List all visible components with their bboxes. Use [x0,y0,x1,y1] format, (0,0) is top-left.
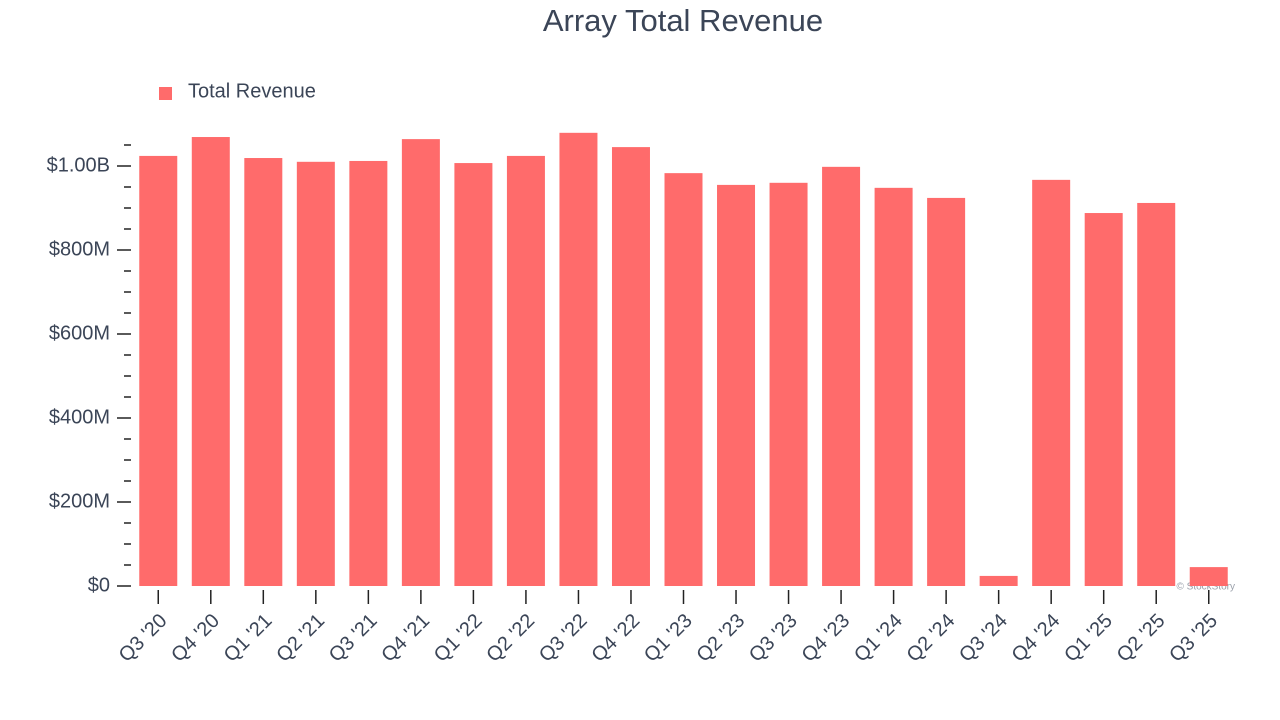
x-tick-label: Q1 '22 [430,610,487,667]
x-tick-label: Q3 '24 [955,610,1012,667]
bar [401,139,440,586]
bar [191,137,230,586]
bar [611,147,650,586]
bar [769,182,808,587]
x-tick-label: Q2 '24 [903,610,960,667]
x-tick-label: Q3 '22 [535,610,592,667]
bar [874,187,913,586]
bar [454,163,493,586]
x-tick-label: Q2 '25 [1113,610,1170,667]
x-tick-label: Q1 '25 [1060,610,1117,667]
bar [1137,202,1176,586]
bar [1189,567,1228,586]
bar [927,197,966,587]
x-tick-label: Q1 '21 [220,610,277,667]
bar [296,161,335,587]
y-tick-label: $200M [49,490,110,512]
bar [349,160,388,586]
bar [822,166,861,586]
legend-swatch [159,87,172,100]
legend-label: Total Revenue [188,80,316,102]
x-tick-label: Q4 '23 [798,610,855,667]
x-tick-label: Q4 '20 [167,610,224,667]
bar [506,155,545,587]
bar [979,575,1018,586]
bar [559,132,598,586]
x-tick-label: Q2 '23 [693,610,750,667]
x-tick-label: Q3 '23 [745,610,802,667]
x-tick-label: Q4 '21 [377,610,434,667]
x-tick-label: Q4 '22 [587,610,644,667]
y-tick-label: $400M [49,406,110,428]
bar [1032,179,1071,587]
x-tick-label: Q3 '21 [325,610,382,667]
bar [1084,213,1123,587]
x-tick-label: Q1 '23 [640,610,697,667]
bar [139,155,178,587]
x-tick-label: Q1 '24 [850,610,907,667]
bar [244,158,283,586]
y-tick-label: $0 [88,574,110,596]
y-tick-label: $600M [49,322,110,344]
x-tick-label: Q3 '25 [1165,610,1222,667]
x-tick-label: Q2 '22 [482,610,539,667]
x-tick-label: Q3 '20 [115,610,172,667]
x-tick-label: Q2 '21 [272,610,329,667]
y-tick-label: $800M [49,238,110,260]
bar [717,184,756,586]
chart-title: Array Total Revenue [543,3,823,38]
watermark: © StockStory [1177,582,1236,593]
y-tick-label: $1.00B [47,154,110,176]
bar [664,173,703,586]
x-tick-label: Q4 '24 [1008,610,1065,667]
